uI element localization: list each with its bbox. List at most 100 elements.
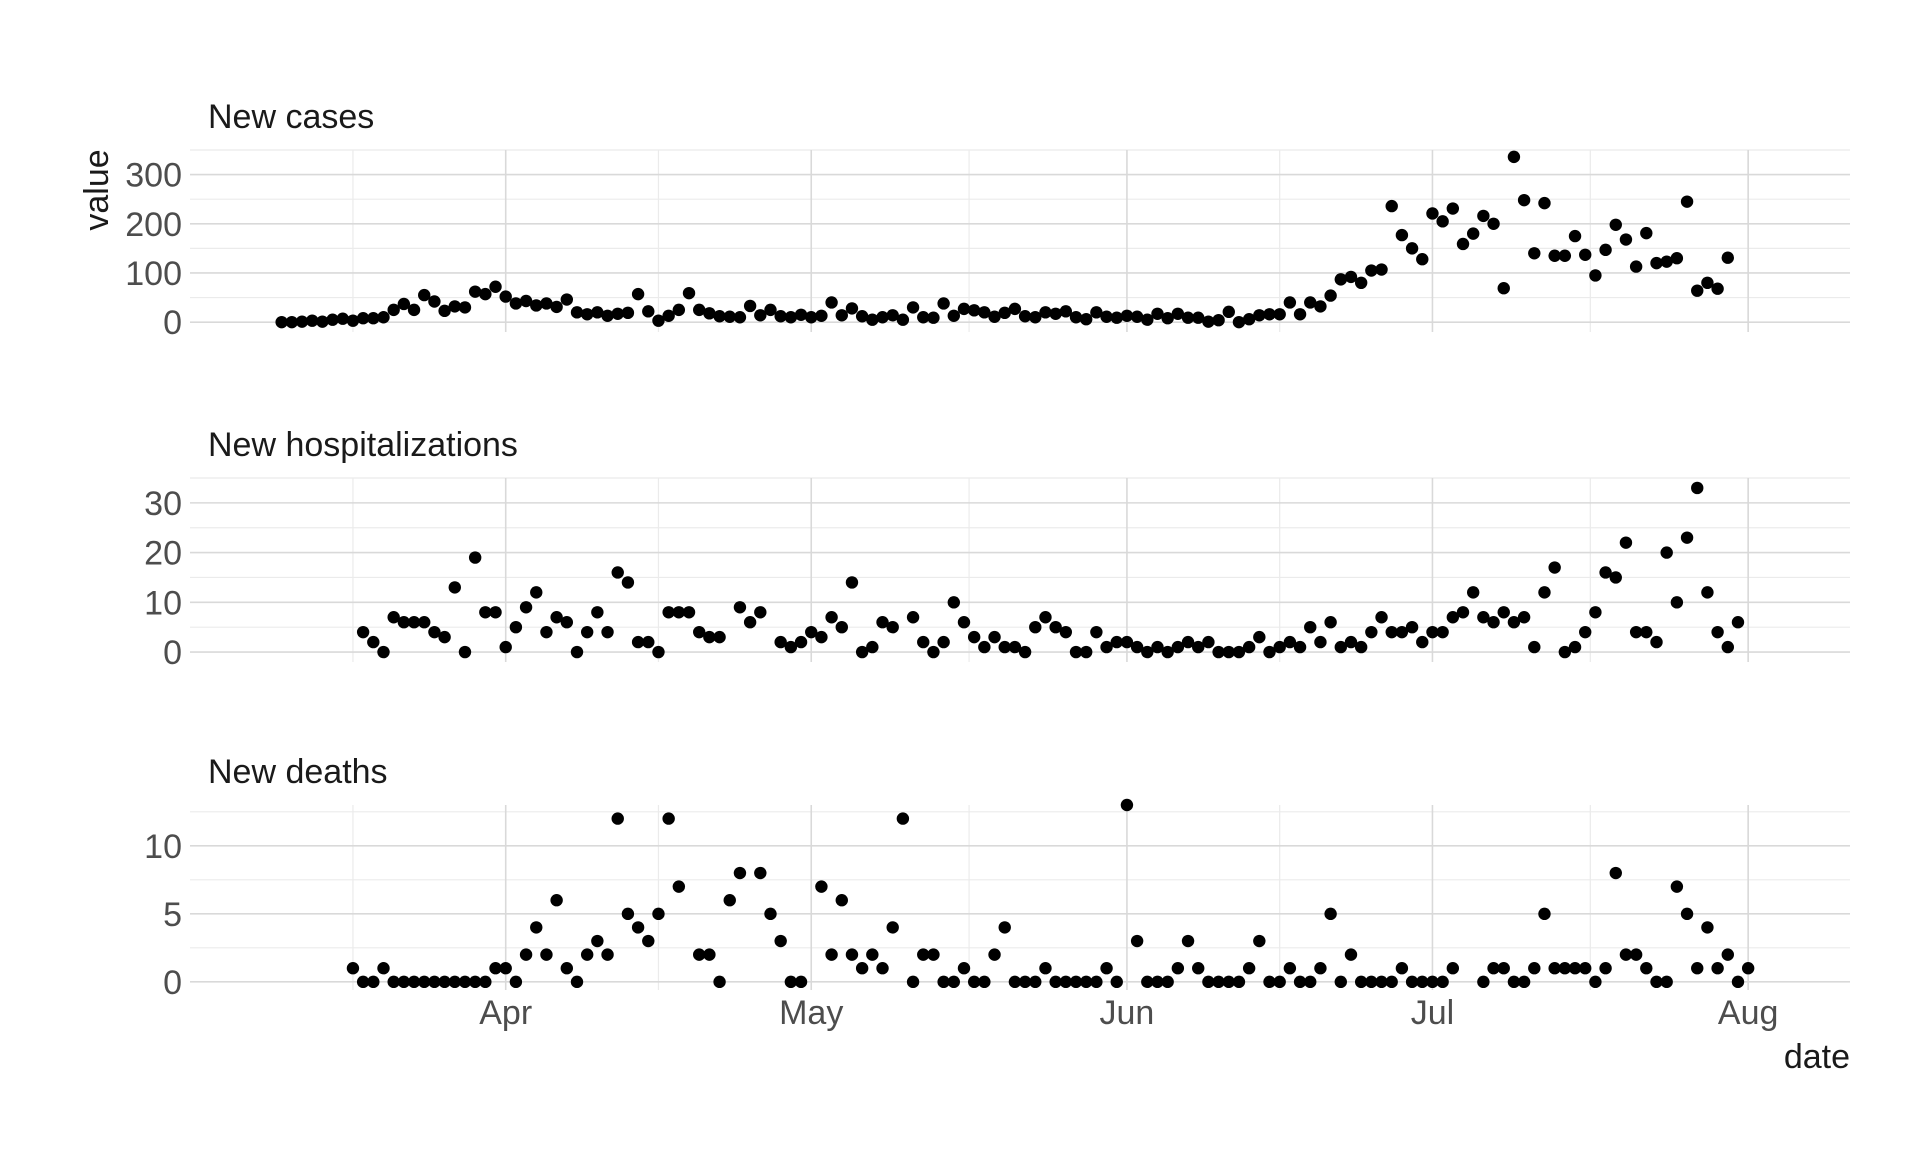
data-point [1599,243,1612,257]
data-point [1192,962,1205,975]
data-point [855,962,869,975]
data-point [591,306,604,319]
data-point [1181,635,1195,649]
data-point [1629,948,1643,961]
data-point [407,303,421,317]
data-point [621,576,635,589]
data-point [1497,962,1510,975]
data-point [1609,571,1622,584]
data-point [1477,611,1490,624]
y-tick-label: 200 [125,206,182,244]
data-point [1039,306,1052,319]
data-point [1538,196,1551,210]
data-point [672,303,686,317]
data-point [468,285,482,298]
data-point [917,948,930,961]
data-point [285,315,299,329]
data-point [499,290,512,303]
data-point [367,975,380,989]
data-point [1161,645,1174,659]
data-point [530,299,543,312]
data-point [499,962,512,975]
data-point [1049,620,1062,634]
data-point [1008,640,1022,654]
panel-1: 0 100 200 300 New cases [125,98,1850,342]
data-point [1069,311,1083,324]
data-point [1741,962,1755,975]
data-point [326,313,339,326]
data-point [1701,586,1714,599]
data-point [1731,975,1745,989]
data-point [1711,625,1724,639]
data-point [367,635,380,649]
data-point [1599,566,1612,579]
data-point [1405,242,1419,255]
panel-title: New deaths [208,753,388,791]
data-point [458,975,472,989]
data-point [662,309,675,322]
data-point [1334,273,1347,286]
data-point [316,315,329,328]
data-point [1110,975,1123,989]
data-point [418,288,431,302]
data-point [1354,640,1368,654]
data-point [1721,251,1734,264]
data-point [1263,975,1276,989]
data-point [713,310,726,323]
data-point [794,635,808,649]
data-point [1579,248,1592,261]
data-point [1079,645,1093,659]
data-point [580,948,594,961]
data-point [794,308,808,321]
data-point [489,606,502,619]
data-point [1324,907,1337,921]
data-point [1436,215,1449,228]
data-point [1609,218,1622,231]
data-point [1548,962,1561,975]
data-point [1589,606,1602,619]
data-point [1029,311,1042,324]
data-point [978,975,991,989]
data-point [1324,616,1337,629]
data-point [356,312,370,325]
data-point [1100,310,1113,323]
data-point [580,308,594,321]
data-point [937,297,950,310]
data-point [377,311,390,324]
data-point [1181,311,1195,324]
data-point [1365,975,1378,989]
data-point [1528,247,1541,260]
data-point [1731,616,1745,629]
y-tick-label: 20 [144,535,182,573]
data-point [957,302,971,316]
data-point [1497,282,1510,295]
data-point [1436,975,1449,989]
data-point [570,645,584,659]
data-point [886,620,899,634]
data-point [377,962,390,975]
data-point [1538,586,1551,599]
data-point [1405,620,1419,634]
data-point [1691,284,1704,297]
data-point [550,894,563,907]
y-tick-label: 0 [163,634,182,672]
data-point [387,303,400,317]
data-point [723,894,736,907]
data-point [1538,907,1551,921]
data-point [1456,237,1470,251]
data-point [479,287,492,301]
data-point [1680,531,1694,544]
data-point [1385,625,1398,639]
data-point [1680,195,1694,208]
data-point [1619,536,1633,549]
data-point [1171,962,1185,975]
data-point [1711,282,1724,295]
data-point [489,280,502,293]
data-point [866,313,879,326]
y-tick-label: 300 [125,157,182,195]
data-point [1446,611,1460,624]
data-point [1589,269,1602,282]
data-point [642,635,655,649]
data-point [560,293,574,306]
data-point [845,302,859,315]
